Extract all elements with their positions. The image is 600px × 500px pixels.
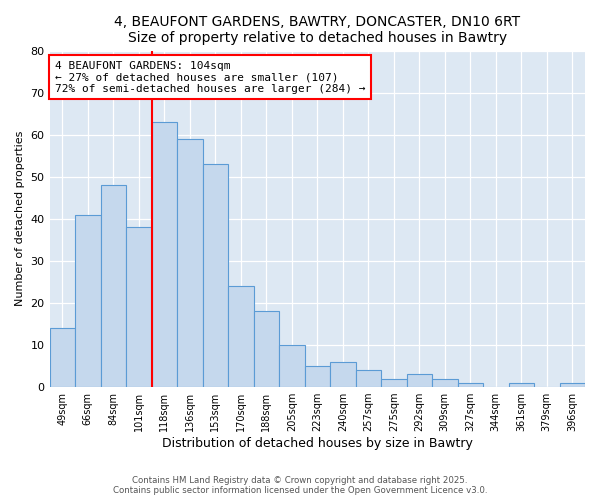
Bar (279, 345, 305, 387)
Text: Contains HM Land Registry data © Crown copyright and database right 2025.
Contai: Contains HM Land Registry data © Crown c… (113, 476, 487, 495)
X-axis label: Distribution of detached houses by size in Bawtry: Distribution of detached houses by size … (162, 437, 473, 450)
Bar (560, 383, 585, 387)
Bar (407, 374, 432, 387)
Title: 4, BEAUFONT GARDENS, BAWTRY, DONCASTER, DN10 6RT
Size of property relative to de: 4, BEAUFONT GARDENS, BAWTRY, DONCASTER, … (114, 15, 520, 45)
Bar (254, 312, 279, 387)
Bar (509, 383, 534, 387)
Y-axis label: Number of detached properties: Number of detached properties (15, 131, 25, 306)
Bar (50, 328, 75, 387)
Bar (305, 366, 330, 387)
Bar (381, 378, 407, 387)
Bar (152, 122, 177, 387)
Bar (203, 164, 228, 387)
Bar (458, 383, 483, 387)
Bar (228, 286, 254, 387)
Bar (126, 227, 152, 387)
Bar (330, 362, 356, 387)
Bar (101, 185, 126, 387)
Bar (432, 378, 458, 387)
Bar (356, 370, 381, 387)
Bar (177, 139, 203, 387)
Bar (75, 214, 101, 387)
Text: 4 BEAUFONT GARDENS: 104sqm
← 27% of detached houses are smaller (107)
72% of sem: 4 BEAUFONT GARDENS: 104sqm ← 27% of deta… (55, 60, 365, 94)
